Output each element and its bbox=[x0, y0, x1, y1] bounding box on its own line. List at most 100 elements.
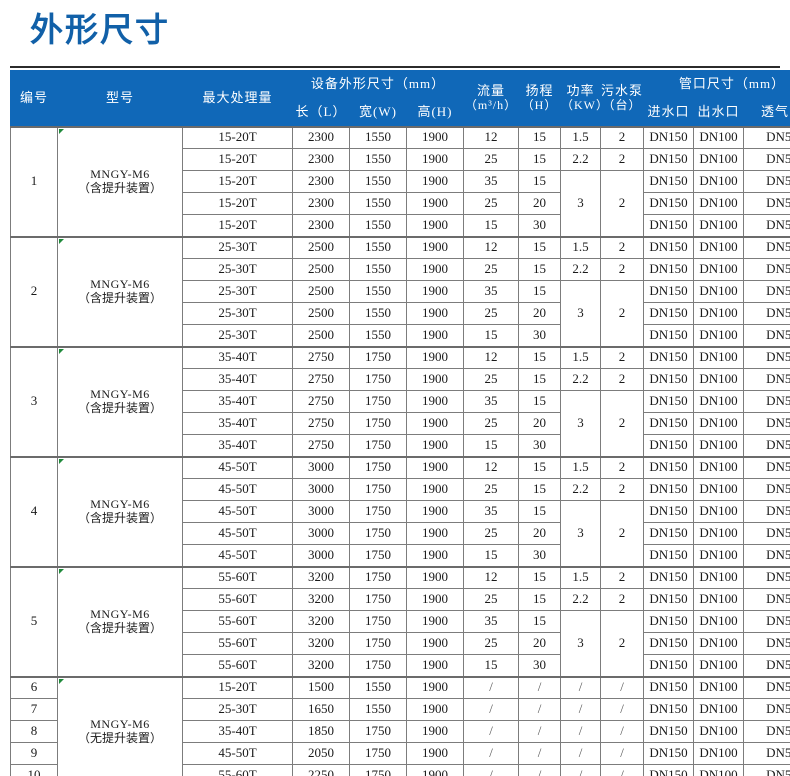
cell-capacity: 15-20T bbox=[182, 675, 293, 699]
table-row: 55-60T32001750190025152.22DN150DN100DN50… bbox=[11, 588, 790, 611]
cell-length: 3200 bbox=[292, 588, 350, 611]
cell-inlet: DN150 bbox=[643, 324, 694, 347]
cell-length: 2300 bbox=[292, 148, 350, 171]
cell-length: 2500 bbox=[292, 235, 350, 259]
cell-outlet: DN100 bbox=[693, 302, 744, 325]
cell-height: 1900 bbox=[406, 280, 464, 303]
cell-flow: 25 bbox=[463, 148, 519, 171]
cell-length: 3200 bbox=[292, 654, 350, 677]
cell-no: 3 bbox=[10, 345, 58, 457]
cell-flow: 25 bbox=[463, 632, 519, 655]
cell-width: 1550 bbox=[349, 280, 407, 303]
cell-flow: 15 bbox=[463, 654, 519, 677]
cell-flow: 25 bbox=[463, 302, 519, 325]
cell-vent: DN50 bbox=[742, 522, 790, 545]
header-pump-unit: （台） bbox=[602, 97, 642, 112]
cell-head: 20 bbox=[518, 632, 561, 655]
cell-power: 1.5 bbox=[560, 565, 601, 589]
cell-power: 3 bbox=[560, 500, 601, 567]
cell-capacity: 55-60T bbox=[182, 610, 293, 633]
cell-model: MNGY-M6 （无提升装置） bbox=[57, 675, 183, 776]
cell-flow: 25 bbox=[463, 258, 519, 281]
cell-length: 1650 bbox=[292, 698, 350, 721]
cell-power: / bbox=[560, 698, 601, 721]
cell-outlet: DN100 bbox=[693, 588, 744, 611]
cell-height: 1900 bbox=[406, 302, 464, 325]
cell-capacity: 25-30T bbox=[182, 302, 293, 325]
cell-length: 2750 bbox=[292, 390, 350, 413]
cell-length: 2250 bbox=[292, 764, 350, 776]
cell-capacity: 45-50T bbox=[182, 478, 293, 501]
cell-height: 1900 bbox=[406, 214, 464, 237]
cell-width: 1550 bbox=[349, 324, 407, 347]
cell-height: 1900 bbox=[406, 522, 464, 545]
cell-power: / bbox=[560, 764, 601, 776]
cell-vent: DN50 bbox=[742, 170, 790, 193]
cell-head: / bbox=[518, 764, 561, 776]
cell-length: 2300 bbox=[292, 170, 350, 193]
cell-head: 15 bbox=[518, 258, 561, 281]
cell-vent: DN50 bbox=[742, 544, 790, 567]
cell-head: 15 bbox=[518, 390, 561, 413]
header-flow-unit: （m³/h） bbox=[464, 97, 518, 112]
cell-pump: 2 bbox=[600, 235, 644, 259]
table-row: 15-20T2300155019002520DN150DN100DN501.9 bbox=[11, 192, 790, 215]
cell-width: 1550 bbox=[349, 698, 407, 721]
cell-pump: 2 bbox=[600, 258, 644, 281]
cell-flow: / bbox=[463, 698, 519, 721]
cell-inlet: DN150 bbox=[643, 148, 694, 171]
specification-table: 编号 型号 最大处理量 设备外形尺寸（mm） 流量 （m³/h） 扬程 （H） … bbox=[10, 70, 790, 776]
model-name: MNGY-M6 bbox=[90, 496, 150, 511]
cell-capacity: 35-40T bbox=[182, 720, 293, 743]
cell-capacity: 15-20T bbox=[182, 125, 293, 149]
cell-capacity: 55-60T bbox=[182, 588, 293, 611]
cell-pump: / bbox=[600, 720, 644, 743]
table-row: 1 MNGY-M6 （含提升装置） 15-20T 2300 1550 1900 12 15 1.5… bbox=[10, 125, 790, 237]
cell-width: 1750 bbox=[349, 764, 407, 776]
cell-head: / bbox=[518, 720, 561, 743]
cell-length: 2300 bbox=[292, 192, 350, 215]
cell-height: 1900 bbox=[406, 742, 464, 765]
cell-capacity: 15-20T bbox=[182, 170, 293, 193]
cell-head: / bbox=[518, 698, 561, 721]
cell-capacity: 55-60T bbox=[182, 764, 293, 776]
model-name: MNGY-M6 bbox=[90, 276, 150, 291]
cell-vent: DN50 bbox=[742, 610, 790, 633]
cell-width: 1750 bbox=[349, 522, 407, 545]
cell-head: 15 bbox=[518, 148, 561, 171]
cell-outlet: DN100 bbox=[693, 235, 744, 259]
cell-inlet: DN150 bbox=[643, 368, 694, 391]
cell-model: MNGY-M6 （含提升装置） bbox=[57, 345, 183, 457]
table-row: 1055-60T225017501900////DN150DN100DN502.… bbox=[10, 764, 790, 776]
cell-height: 1900 bbox=[406, 565, 464, 589]
cell-width: 1550 bbox=[349, 675, 407, 699]
cell-height: 1900 bbox=[406, 610, 464, 633]
cell-length: 3000 bbox=[292, 522, 350, 545]
cell-length: 2500 bbox=[292, 324, 350, 347]
header-dimensions-group: 设备外形尺寸（mm） bbox=[292, 70, 464, 99]
cell-pump: 2 bbox=[600, 148, 644, 171]
cell-flow: 25 bbox=[463, 192, 519, 215]
cell-length: 3000 bbox=[292, 544, 350, 567]
cell-flow: 12 bbox=[463, 455, 519, 479]
cell-length: 3000 bbox=[292, 455, 350, 479]
cell-inlet: DN150 bbox=[643, 610, 694, 633]
cell-height: 1900 bbox=[406, 675, 464, 699]
cell-capacity: 25-30T bbox=[182, 698, 293, 721]
cell-model: MNGY-M6 （含提升装置） bbox=[57, 125, 183, 237]
cell-width: 1750 bbox=[349, 588, 407, 611]
cell-power: 1.5 bbox=[560, 125, 601, 149]
table-row: 15-20T23001550190025152.22DN150DN100DN50… bbox=[11, 148, 790, 171]
cell-height: 1900 bbox=[406, 258, 464, 281]
header-flow-label: 流量 bbox=[476, 82, 505, 98]
cell-outlet: DN100 bbox=[693, 390, 744, 413]
table-row: 2 MNGY-M6 （含提升装置） 25-30T 2500 1550 1900 12 15 1.5… bbox=[10, 235, 790, 347]
cell-head: 15 bbox=[518, 500, 561, 523]
header-pump: 污水泵 （台） bbox=[600, 70, 644, 127]
cell-inlet: DN150 bbox=[643, 742, 694, 765]
cell-length: 3000 bbox=[292, 500, 350, 523]
cell-vent: DN50 bbox=[742, 390, 790, 413]
table-row: 4 MNGY-M6 （含提升装置） 45-50T 3000 1750 1900 12 15 1.5… bbox=[10, 455, 790, 567]
cell-height: 1900 bbox=[406, 148, 464, 171]
cell-inlet: DN150 bbox=[643, 170, 694, 193]
